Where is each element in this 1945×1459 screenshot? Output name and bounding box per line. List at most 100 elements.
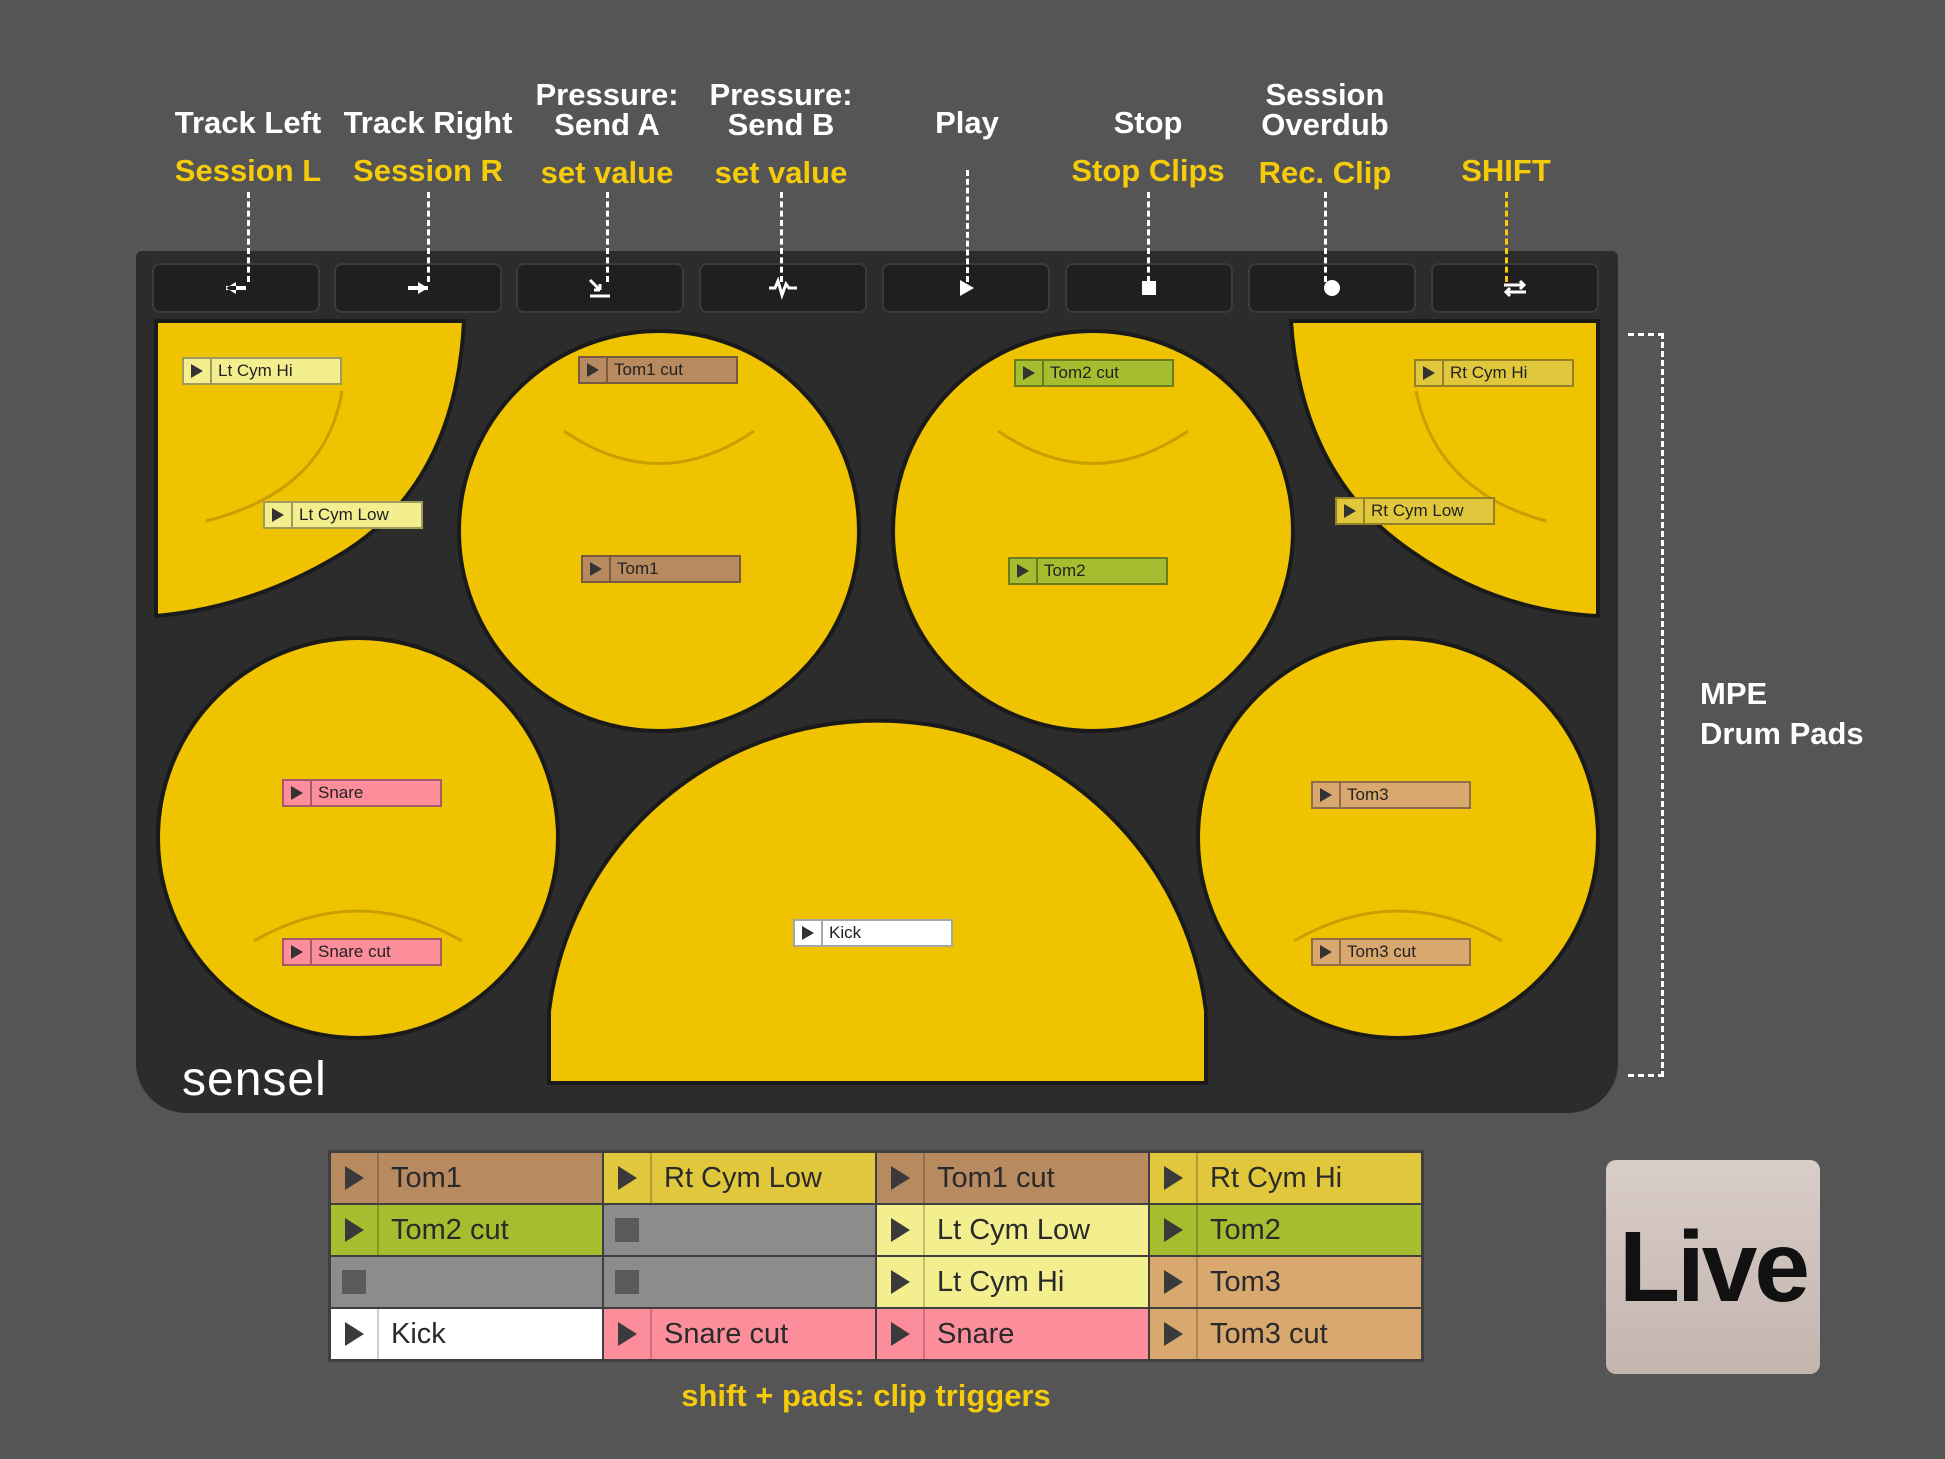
hardware-button-4[interactable] [699, 263, 867, 313]
primary-function-label: Pressure: Send A [535, 77, 679, 142]
arrow-right-icon [408, 282, 428, 294]
stop-slot-icon [331, 1257, 377, 1307]
clip-name: Rt Cym Hi [1210, 1161, 1343, 1194]
pad-clip-snare-cut[interactable]: Snare cut [282, 938, 442, 966]
pad-clip-lt-cym-low[interactable]: Lt Cym Low [263, 501, 423, 529]
play-icon [877, 1153, 925, 1203]
footer-caption: shift + pads: clip triggers [681, 1378, 1051, 1413]
clip-name: Tom1 [391, 1161, 462, 1194]
session-clip-grid: Tom1 Rt Cym Low Tom1 cut Rt Cym Hi Tom2 cut L… [328, 1150, 1424, 1362]
tom2-pad[interactable] [891, 329, 1295, 733]
tom1-pad[interactable] [457, 329, 861, 733]
leader-line [1147, 192, 1150, 282]
button-label-6: Stop Stop Clips [1038, 105, 1258, 186]
play-icon [583, 557, 611, 581]
play-icon [184, 359, 212, 383]
leader-line [780, 192, 783, 282]
clip-name: Kick [391, 1317, 446, 1350]
clip-name: Tom3 cut [1210, 1317, 1328, 1350]
play-icon [877, 1257, 925, 1307]
stop-slot-icon [604, 1257, 650, 1307]
clip-slot[interactable]: Tom1 cut [877, 1153, 1148, 1203]
pad-clip-lt-cym-hi[interactable]: Lt Cym Hi [182, 357, 342, 385]
snare-pad[interactable] [156, 636, 560, 1040]
pad-clip-tom1[interactable]: Tom1 [581, 555, 741, 583]
right-cymbal-pad[interactable] [1288, 319, 1600, 619]
shift-function-label: Session L [174, 153, 322, 188]
clip-label: Lt Cym Low [299, 505, 389, 524]
clip-name: Tom3 [1210, 1265, 1281, 1298]
pad-clip-kick[interactable]: Kick [793, 919, 953, 947]
ableton-live-logo: Live [1606, 1160, 1820, 1374]
leader-line [427, 192, 430, 282]
kick-pad[interactable] [547, 718, 1208, 1085]
clip-label: Lt Cym Hi [218, 361, 293, 380]
clip-slot[interactable]: Rt Cym Hi [1150, 1153, 1421, 1203]
stop-icon [1142, 281, 1156, 295]
pad-clip-snare[interactable]: Snare [282, 779, 442, 807]
clip-slot[interactable]: Snare [877, 1309, 1148, 1359]
side-label-line2: Drum Pads [1700, 716, 1864, 751]
clip-name: Snare cut [664, 1317, 789, 1350]
shift-function-label: set value [540, 155, 674, 190]
clip-slot[interactable]: Tom2 [1150, 1205, 1421, 1255]
pad-clip-rt-cym-hi[interactable]: Rt Cym Hi [1414, 359, 1574, 387]
shift-function-label: SHIFT [1461, 153, 1551, 188]
clip-slot[interactable]: Lt Cym Low [877, 1205, 1148, 1255]
empty-clip-slot[interactable] [331, 1257, 602, 1307]
clip-label: Tom3 cut [1347, 942, 1416, 961]
play-icon [604, 1309, 652, 1359]
hardware-button-7[interactable] [1248, 263, 1416, 313]
play-icon [331, 1309, 379, 1359]
play-icon [1150, 1205, 1198, 1255]
pad-clip-tom3[interactable]: Tom3 [1311, 781, 1471, 809]
clip-label: Tom2 [1044, 561, 1086, 580]
empty-clip-slot[interactable] [604, 1205, 875, 1255]
pad-clip-tom3-cut[interactable]: Tom3 cut [1311, 938, 1471, 966]
clip-label: Tom3 [1347, 785, 1389, 804]
clip-slot[interactable]: Kick [331, 1309, 602, 1359]
play-icon [331, 1153, 379, 1203]
clip-slot[interactable]: Tom2 cut [331, 1205, 602, 1255]
left-cymbal-pad[interactable] [154, 319, 467, 619]
clip-name: Tom2 cut [391, 1213, 509, 1246]
clip-slot[interactable]: Rt Cym Low [604, 1153, 875, 1203]
leader-line [966, 170, 969, 282]
primary-function-label: Track Left [174, 105, 322, 140]
button-label-7: Session Overdub Rec. Clip [1215, 79, 1435, 190]
clip-slot[interactable]: Snare cut [604, 1309, 875, 1359]
send-a-icon [588, 278, 610, 298]
snare-groove [253, 909, 463, 943]
loop-icon [1503, 279, 1527, 298]
clip-slot[interactable]: Lt Cym Hi [877, 1257, 1148, 1307]
clip-slot[interactable]: Tom3 [1150, 1257, 1421, 1307]
tom2-groove [997, 429, 1189, 465]
play-icon [284, 940, 312, 964]
stop-slot-icon [604, 1205, 650, 1255]
button-label-4: Pressure: Send B set value [671, 79, 891, 188]
primary-function-label: Stop [1113, 105, 1183, 140]
shift-function-label: Rec. Clip [1258, 155, 1392, 190]
hardware-button-2[interactable] [334, 263, 502, 313]
button-label-1: Track Left Session L [138, 105, 358, 188]
mpe-drum-pads-label: MPE Drum Pads [1700, 674, 1864, 754]
leader-line [247, 192, 250, 282]
empty-clip-slot[interactable] [604, 1257, 875, 1307]
hardware-button-3[interactable] [516, 263, 684, 313]
clip-slot[interactable]: Tom3 cut [1150, 1309, 1421, 1359]
leader-line [1505, 192, 1508, 282]
hardware-button-8[interactable] [1431, 263, 1599, 313]
pad-clip-tom2[interactable]: Tom2 [1008, 557, 1168, 585]
pad-clip-tom1-cut[interactable]: Tom1 cut [578, 356, 738, 384]
waveform-icon [769, 276, 797, 300]
pad-clip-tom2-cut[interactable]: Tom2 cut [1014, 359, 1174, 387]
clip-slot[interactable]: Tom1 [331, 1153, 602, 1203]
clip-label: Kick [829, 923, 862, 942]
pad-clip-rt-cym-low[interactable]: Rt Cym Low [1335, 497, 1495, 525]
play-icon [877, 1309, 925, 1359]
arrow-left-icon [226, 282, 246, 294]
tom3-pad[interactable] [1196, 636, 1600, 1040]
button-label-2: Track Right Session R [318, 107, 538, 186]
clip-label: Snare [318, 783, 364, 802]
hardware-button-1[interactable] [152, 263, 320, 313]
